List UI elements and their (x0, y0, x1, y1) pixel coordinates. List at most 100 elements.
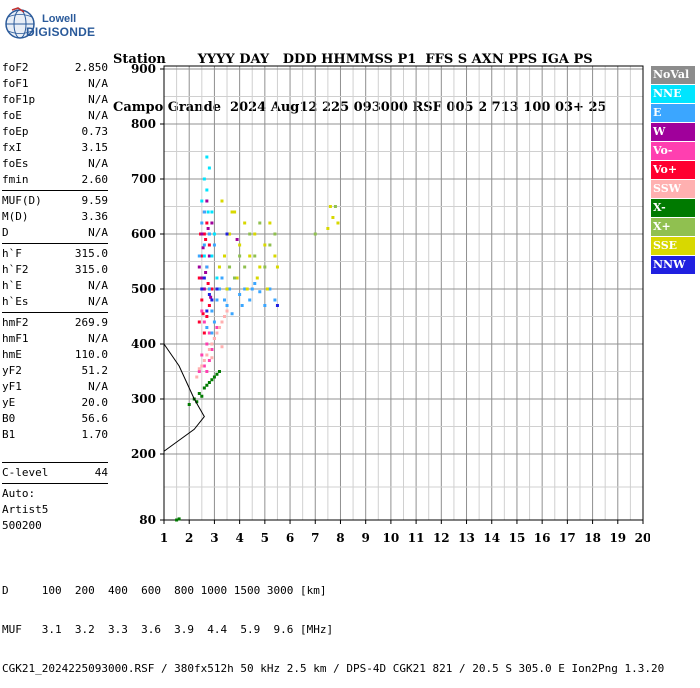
param-name: foEs (2, 157, 29, 170)
echo-point (209, 295, 213, 299)
param-name: h`F (2, 247, 22, 260)
param-row: h`Es N/A (2, 294, 108, 310)
param-row: foF2 2.850 (2, 60, 108, 76)
echo-point (253, 232, 257, 236)
param-name: foF1 (2, 77, 29, 90)
echo-point (200, 199, 204, 203)
echo-point (197, 367, 201, 371)
echo-point (220, 320, 224, 324)
param-row: B0 56.6 (2, 411, 108, 427)
echo-point (333, 205, 337, 208)
echo-point (207, 348, 211, 351)
echo-point (210, 348, 214, 351)
echo-point (215, 287, 219, 291)
echo-point (273, 254, 277, 258)
echo-point (207, 243, 211, 247)
legend-item: NoVal (651, 66, 695, 84)
echo-point (223, 298, 227, 302)
y-tick-label: 600 (131, 227, 156, 241)
echo-point (258, 221, 262, 225)
param-name: B0 (2, 412, 16, 425)
param-row: h`F2 315.0 (2, 262, 108, 278)
echo-point (263, 243, 267, 247)
echo-point (223, 254, 227, 258)
plot-frame (163, 65, 644, 521)
param-row: foF1p N/A (2, 92, 108, 108)
x-tick-label: 6 (286, 531, 294, 545)
chart-grid (163, 65, 644, 521)
footer: D 100 200 400 600 800 1000 1500 3000 [km… (2, 558, 664, 688)
y-tick-label: 700 (131, 172, 156, 186)
polarization-legend: NoVal NNE E W Vo- Vo+ SSW X- X+ SSE NNW (651, 66, 695, 275)
y-tick-label: 80 (139, 513, 156, 527)
echo-point (200, 394, 204, 398)
echo-point (217, 326, 221, 329)
param-name: yF1 (2, 380, 22, 393)
echo-point (205, 353, 209, 357)
c-level-panel: C-level 44 (2, 460, 108, 486)
echo-point (258, 265, 262, 269)
echo-point (200, 287, 204, 291)
param-value: N/A (88, 279, 108, 292)
separator (2, 190, 108, 191)
echo-point (205, 221, 209, 225)
legend-item: W (651, 123, 695, 141)
x-tick-label: 13 (458, 531, 475, 545)
y-tick-label: 200 (131, 447, 156, 461)
echo-point (217, 265, 221, 269)
legend-item: Vo+ (651, 161, 695, 179)
param-row: hmE 110.0 (2, 347, 108, 363)
echo-point (197, 320, 201, 324)
legend-item: SSE (651, 237, 695, 255)
param-value: N/A (88, 226, 108, 239)
echo-point (205, 383, 209, 387)
param-value: 269.9 (74, 316, 108, 329)
echo-point (200, 353, 204, 357)
echo-point (210, 378, 214, 382)
digisonde-logo: Lowell DIGISONDE (2, 4, 106, 44)
echo-point (233, 276, 237, 280)
x-tick-label: 10 (383, 531, 400, 545)
echo-point (207, 166, 211, 170)
echo-point (248, 298, 252, 302)
echo-point (210, 309, 214, 313)
y-tick-label: 800 (131, 117, 156, 131)
param-name: foF1p (2, 93, 36, 106)
echo-point (202, 359, 206, 362)
x-tick-label: 18 (584, 531, 601, 545)
param-value: N/A (88, 380, 108, 393)
param-name: yE (2, 396, 16, 409)
param-value: 1.70 (81, 428, 109, 441)
param-row: M(D) 3.36 (2, 209, 108, 225)
x-tick-label: 8 (336, 531, 344, 545)
param-row: foF1 N/A (2, 76, 108, 92)
echo-point (210, 287, 214, 291)
echo-point (212, 320, 216, 324)
echo-point (202, 276, 206, 280)
separator (2, 483, 108, 484)
param-name: B1 (2, 428, 16, 441)
param-value: 0.73 (81, 125, 109, 138)
echo-point (197, 370, 201, 373)
echo-point (225, 232, 229, 236)
echo-point (195, 400, 199, 404)
param-name: C-level (2, 466, 49, 479)
param-name: MUF(D) (2, 194, 42, 207)
echo-point (212, 375, 216, 379)
echo-points (175, 155, 340, 522)
param-value: N/A (88, 93, 108, 106)
echo-point (202, 287, 206, 291)
echo-point (202, 254, 206, 258)
x-tick-label: 2 (185, 531, 193, 545)
param-value: N/A (88, 109, 108, 122)
echo-point (253, 254, 257, 258)
x-tick-label: 15 (509, 531, 526, 545)
param-value: 315.0 (74, 247, 108, 260)
echo-point (205, 315, 209, 318)
x-tick-label: 12 (433, 531, 450, 545)
echo-point (220, 199, 224, 203)
echo-point (331, 216, 335, 219)
echo-point (207, 287, 211, 291)
param-value: 315.0 (74, 263, 108, 276)
echo-point (228, 287, 232, 291)
